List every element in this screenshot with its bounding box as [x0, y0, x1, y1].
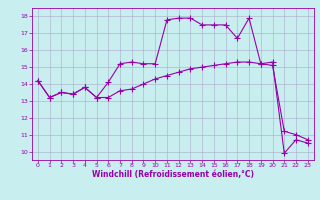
X-axis label: Windchill (Refroidissement éolien,°C): Windchill (Refroidissement éolien,°C)	[92, 170, 254, 179]
